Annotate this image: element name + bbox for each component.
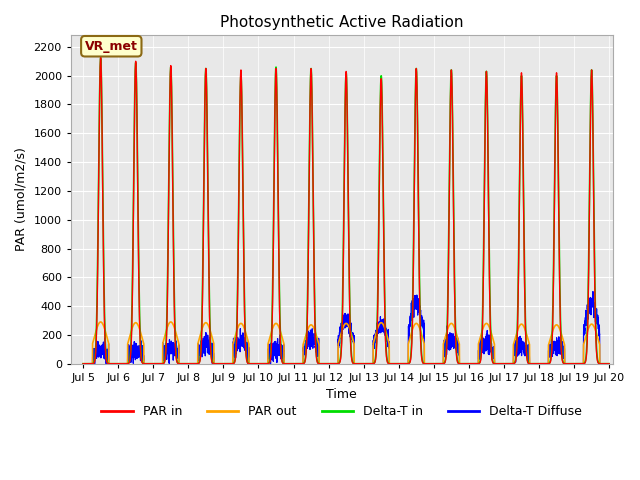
X-axis label: Time: Time	[326, 388, 357, 401]
Line: PAR in: PAR in	[83, 57, 609, 364]
PAR out	[605, 361, 612, 367]
Delta-T Diffuse	[326, 361, 334, 367]
PAR out	[79, 361, 87, 367]
PAR in	[79, 361, 87, 367]
Y-axis label: PAR (umol/m2/s): PAR (umol/m2/s)	[15, 147, 28, 252]
Delta-T in	[97, 56, 104, 61]
Delta-T Diffuse	[605, 361, 613, 367]
Delta-T Diffuse	[589, 288, 596, 294]
Delta-T in	[494, 361, 502, 367]
Delta-T Diffuse	[605, 361, 612, 367]
Text: VR_met: VR_met	[85, 40, 138, 53]
PAR in	[435, 361, 443, 367]
PAR out	[605, 361, 613, 367]
PAR out	[435, 361, 443, 367]
PAR out	[464, 361, 472, 367]
Delta-T in	[79, 361, 87, 367]
PAR in	[174, 360, 182, 366]
Title: Photosynthetic Active Radiation: Photosynthetic Active Radiation	[220, 15, 463, 30]
PAR in	[605, 361, 613, 367]
PAR out	[494, 361, 502, 367]
Delta-T Diffuse	[435, 361, 442, 367]
Line: Delta-T Diffuse: Delta-T Diffuse	[83, 291, 609, 364]
PAR in	[605, 361, 612, 367]
PAR in	[494, 361, 502, 367]
Line: Delta-T in: Delta-T in	[83, 59, 609, 364]
Delta-T in	[326, 361, 334, 367]
Legend: PAR in, PAR out, Delta-T in, Delta-T Diffuse: PAR in, PAR out, Delta-T in, Delta-T Dif…	[97, 400, 587, 423]
Line: PAR out: PAR out	[83, 322, 609, 364]
PAR in	[97, 54, 104, 60]
Delta-T Diffuse	[79, 361, 87, 367]
PAR out	[97, 319, 104, 325]
Delta-T Diffuse	[493, 361, 501, 367]
Delta-T in	[605, 361, 613, 367]
PAR out	[174, 336, 182, 342]
Delta-T in	[464, 361, 472, 367]
Delta-T Diffuse	[174, 355, 182, 361]
Delta-T Diffuse	[464, 361, 472, 367]
PAR out	[326, 361, 334, 367]
Delta-T in	[435, 361, 443, 367]
PAR in	[326, 361, 334, 367]
Delta-T in	[605, 361, 612, 367]
PAR in	[464, 361, 472, 367]
Delta-T in	[174, 360, 182, 366]
